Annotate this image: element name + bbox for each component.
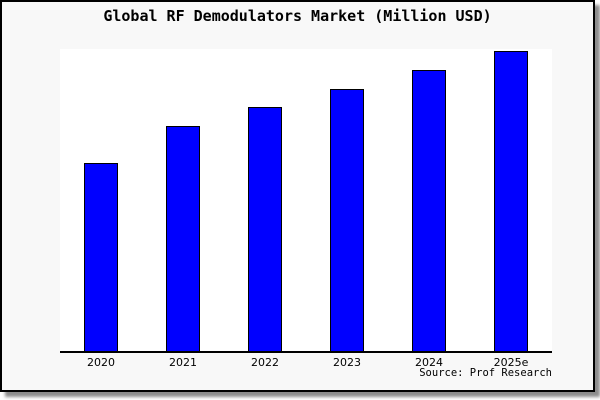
bar-group [60, 49, 552, 351]
source-note: Source: Prof Research [419, 367, 552, 379]
x-tick-label-2024: 2024 [415, 356, 443, 369]
bar-2020 [84, 162, 118, 351]
x-tick-label-2020: 2020 [87, 356, 115, 369]
chart-canvas: Global RF Demodulators Market (Million U… [0, 0, 595, 392]
bar-2025e [494, 51, 528, 351]
bar-2024 [412, 69, 446, 351]
bar-2022 [248, 107, 282, 351]
plot-area [60, 49, 552, 353]
x-tick-label-2023: 2023 [333, 356, 361, 369]
x-tick-label-2022: 2022 [251, 356, 279, 369]
bar-2021 [166, 126, 200, 351]
x-axis-labels: 2020 2021 2022 2023 2024 2025e [60, 353, 552, 369]
bar-2023 [330, 89, 364, 351]
x-tick-label-2021: 2021 [169, 356, 197, 369]
x-tick-label-2025e: 2025e [493, 356, 529, 369]
chart-title: Global RF Demodulators Market (Million U… [103, 7, 492, 25]
